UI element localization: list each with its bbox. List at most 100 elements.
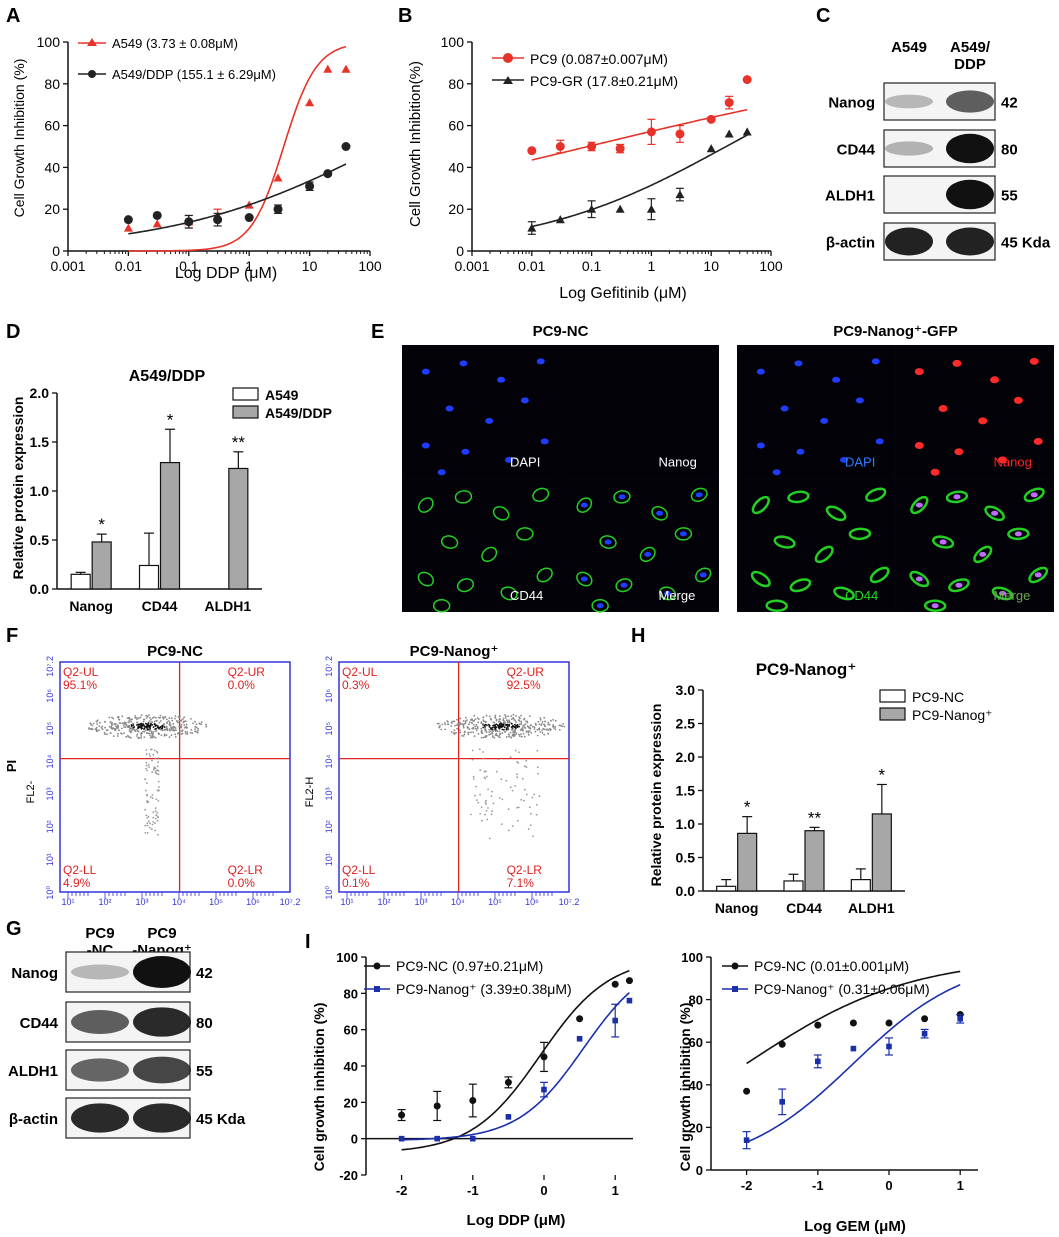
event-dot	[484, 726, 486, 728]
event-dot	[157, 761, 160, 764]
merged-nucleus	[915, 576, 923, 582]
event-dot	[517, 819, 519, 822]
blot-band	[71, 1058, 129, 1082]
event-dot	[476, 727, 479, 730]
cd44-membrane	[536, 567, 553, 583]
event-dot	[474, 794, 476, 797]
event-dot	[174, 717, 176, 720]
nucleus	[772, 469, 781, 476]
event-dot	[197, 729, 199, 732]
event-dot	[444, 723, 447, 726]
panel-h-ylabel: Relative protein expression	[648, 704, 664, 887]
data-point-series-1	[675, 190, 685, 199]
event-dot	[457, 722, 460, 725]
event-dot	[142, 720, 145, 723]
nanog-signal	[1033, 437, 1043, 445]
event-dot	[96, 719, 99, 722]
event-dot	[463, 731, 466, 734]
merged-nucleus	[656, 510, 664, 516]
y-tick-label: 0	[351, 1132, 358, 1147]
flow-y-tick-label: 10⁵	[45, 721, 55, 735]
event-dot	[511, 725, 514, 727]
event-dot	[110, 726, 113, 729]
event-dot	[157, 800, 160, 802]
event-dot	[153, 767, 156, 770]
event-dot	[105, 729, 108, 732]
y-tick-label: 1.5	[676, 783, 696, 799]
blot-row-label-nanog: Nanog	[828, 95, 875, 112]
event-dot	[145, 717, 148, 719]
merged-nucleus	[1034, 572, 1042, 578]
event-dot	[145, 767, 147, 770]
event-dot	[139, 724, 142, 726]
event-dot	[137, 723, 140, 726]
data-point-series-1	[434, 1135, 440, 1142]
event-dot	[111, 722, 113, 724]
nucleus	[485, 417, 494, 424]
quadrant-percent-q2-lr: 0.0%	[228, 876, 256, 890]
event-dot	[500, 823, 503, 825]
merged-nucleus	[1014, 531, 1022, 537]
event-dot	[154, 810, 157, 813]
event-dot	[514, 731, 516, 733]
blot-band	[885, 227, 933, 256]
panel-a-chart: Cell Growth Inhibition (%) Log DDP (μM) …	[11, 34, 382, 282]
data-point-series-0	[611, 980, 619, 988]
event-dot	[486, 775, 488, 778]
cd44-membrane	[765, 599, 788, 612]
y-tick-label: 40	[344, 1059, 358, 1074]
panel-h-chart: PC9-Nanog⁺ Relative protein expression 0…	[648, 660, 993, 916]
data-point-series-0	[615, 144, 625, 154]
merged-nucleus	[679, 531, 687, 537]
event-dot	[539, 718, 542, 721]
event-dot	[547, 732, 550, 735]
legend-marker-pc9-nanog	[732, 986, 738, 992]
event-dot	[472, 731, 475, 734]
quadrant-percent-q2-ll: 0.1%	[342, 876, 370, 890]
event-dot	[136, 721, 138, 724]
x-tick-label: 1	[957, 1178, 964, 1193]
event-dot	[488, 715, 491, 718]
event-dot	[521, 728, 524, 731]
event-dot	[524, 765, 526, 768]
data-point-series-0	[743, 1087, 751, 1095]
event-dot	[124, 723, 127, 725]
event-dot	[130, 737, 132, 739]
data-point-series-0	[778, 1040, 786, 1048]
event-dot	[115, 726, 118, 729]
panel-i-left-legend: PC9-NC (0.97±0.21μM) PC9-Nanog⁺ (3.39±0.…	[364, 958, 572, 997]
event-dot	[487, 723, 490, 726]
event-dot	[146, 832, 149, 834]
quadrant-name-q2-ur: Q2-UR	[507, 665, 545, 679]
data-point-series-1	[305, 181, 315, 191]
event-dot	[98, 729, 100, 732]
event-dot	[159, 714, 162, 717]
event-dot	[507, 829, 510, 832]
event-dot	[143, 736, 146, 738]
nucleus	[445, 405, 454, 412]
event-dot	[494, 714, 497, 717]
event-dot	[180, 726, 183, 729]
event-dot	[472, 775, 475, 778]
y-tick-label: 20	[689, 1120, 703, 1135]
cd44-membrane	[973, 545, 993, 564]
y-tick-label: -20	[339, 1168, 358, 1183]
event-dot	[136, 728, 138, 731]
cd44-membrane	[825, 505, 847, 522]
blot-band	[885, 141, 933, 156]
event-dot	[174, 715, 177, 717]
event-dot	[165, 718, 168, 721]
data-point-series-1	[123, 215, 133, 225]
event-dot	[158, 786, 160, 788]
lane-label-1: DDP	[954, 56, 986, 73]
bar-pc9-nanog-cd44	[804, 830, 825, 892]
event-dot	[147, 820, 150, 822]
event-dot	[132, 722, 134, 725]
event-dot	[467, 733, 470, 736]
flow-x-tick-label: 10⁵	[209, 897, 223, 907]
cd44-membrane	[909, 570, 930, 588]
cd44-membrane	[516, 527, 534, 541]
event-dot	[163, 726, 166, 728]
event-dot	[155, 772, 158, 775]
event-dot	[109, 721, 112, 724]
